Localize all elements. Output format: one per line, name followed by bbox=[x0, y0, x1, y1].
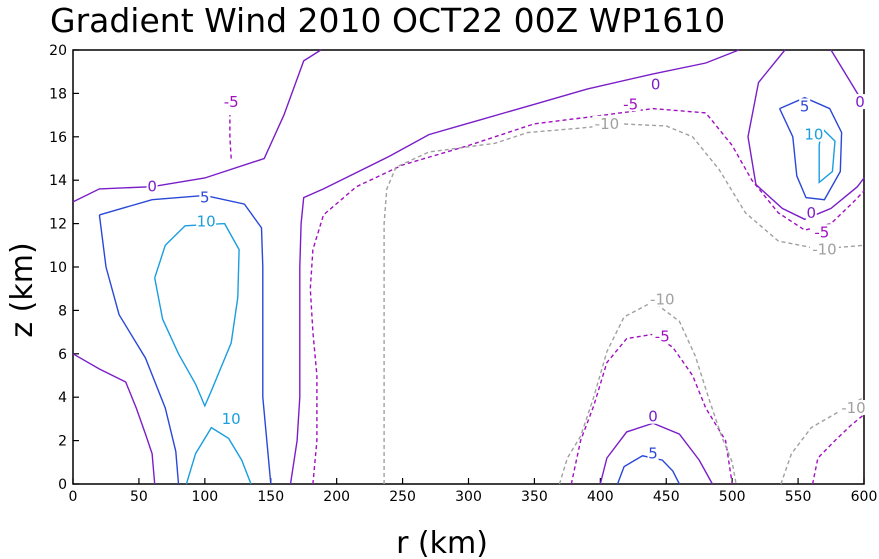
contour-label-bg bbox=[650, 76, 662, 92]
contour-line-level-5 bbox=[778, 96, 843, 201]
contour-label-bg bbox=[647, 291, 677, 307]
contour-line-level-neg5 bbox=[811, 414, 865, 485]
contour-label-bg bbox=[652, 328, 673, 344]
contour-label-bg bbox=[221, 410, 242, 426]
y-tick-label: 12 bbox=[49, 217, 67, 233]
plot-frame bbox=[72, 49, 865, 485]
contour-label: 0 bbox=[855, 93, 865, 111]
y-tick-label: 18 bbox=[49, 86, 67, 102]
contour-label: -10 bbox=[595, 115, 620, 133]
contour-line-level-neg5 bbox=[229, 115, 232, 159]
contour-label: -5 bbox=[814, 223, 829, 241]
contour-label: -10 bbox=[841, 399, 866, 417]
y-tick-label: 6 bbox=[58, 347, 67, 363]
x-tick-label: 250 bbox=[389, 489, 416, 505]
contour-label: 5 bbox=[648, 445, 658, 463]
contour-label-bg bbox=[196, 213, 217, 229]
contour-label-bg bbox=[592, 115, 622, 131]
x-tick-label: 550 bbox=[785, 489, 812, 505]
contour-label: 10 bbox=[197, 212, 216, 230]
y-tick-label: 14 bbox=[49, 173, 67, 189]
contour-line-level-5 bbox=[99, 194, 272, 485]
y-tick-label: 8 bbox=[58, 303, 67, 319]
contour-line-level-5 bbox=[98, 214, 180, 485]
y-tick-label: 16 bbox=[49, 130, 67, 146]
chart-title: Gradient Wind 2010 OCT22 00Z WP1610 bbox=[50, 1, 725, 40]
contour-line-level-10 bbox=[154, 222, 240, 408]
contour-label-bg bbox=[854, 94, 866, 110]
contour-label: 10 bbox=[804, 126, 823, 144]
y-axis-label: z (km) bbox=[5, 242, 40, 337]
contour-label-bg bbox=[803, 126, 824, 142]
y-tick-label: 2 bbox=[58, 434, 67, 450]
contour-label-bg bbox=[199, 189, 211, 205]
contour-label: 0 bbox=[806, 204, 816, 222]
y-axis-ticks: 0 2 4 6 8 10 12 14 16 18 20 bbox=[49, 43, 79, 493]
contour-line-level-0 bbox=[289, 49, 740, 485]
contour-line-level-neg10 bbox=[383, 123, 865, 484]
contour-line-level-neg5 bbox=[309, 107, 865, 485]
contour-line-level-10 bbox=[185, 426, 252, 485]
contour-label: 0 bbox=[651, 76, 661, 94]
contour-label: 5 bbox=[800, 97, 810, 115]
contour-label: -10 bbox=[650, 291, 675, 309]
x-tick-label: 300 bbox=[455, 489, 482, 505]
contour-label-bg bbox=[809, 241, 839, 257]
x-axis-ticks: 0 50 100 150 200 250 300 350 400 450 500 550 600 bbox=[69, 478, 878, 505]
contour-label-bg bbox=[811, 224, 832, 240]
x-axis-label: r (km) bbox=[396, 526, 488, 559]
x-tick-label: 50 bbox=[130, 489, 148, 505]
x-tick-label: 350 bbox=[521, 489, 548, 505]
contour-label-bg bbox=[221, 94, 242, 110]
contour-label-bg bbox=[620, 96, 641, 112]
x-tick-label: 0 bbox=[69, 489, 78, 505]
contour-label: 0 bbox=[147, 178, 157, 196]
x-tick-label: 100 bbox=[191, 489, 218, 505]
contour-label: 5 bbox=[200, 189, 210, 207]
contour-label: -5 bbox=[655, 327, 670, 345]
y-tick-label: 4 bbox=[58, 390, 67, 406]
contour-line-level-0 bbox=[747, 49, 865, 221]
contour-label-bg bbox=[805, 204, 817, 220]
contour-lines bbox=[72, 49, 865, 485]
y-tick-label: 10 bbox=[49, 260, 67, 276]
contour-line-level-0 bbox=[72, 49, 322, 203]
y-tick-label: 0 bbox=[58, 477, 67, 493]
contour-label-bg bbox=[146, 178, 158, 194]
x-tick-label: 600 bbox=[851, 489, 878, 505]
x-tick-label: 400 bbox=[587, 489, 614, 505]
contour-label: -10 bbox=[812, 241, 837, 259]
x-tick-label: 200 bbox=[323, 489, 350, 505]
contour-label-bg bbox=[647, 445, 659, 461]
contour-label-bg bbox=[838, 400, 868, 416]
contour-label-bg bbox=[799, 98, 811, 114]
contour-line-level-0 bbox=[72, 353, 156, 485]
x-tick-label: 450 bbox=[653, 489, 680, 505]
contour-label: 0 bbox=[648, 408, 658, 426]
x-tick-label: 150 bbox=[257, 489, 284, 505]
contour-label: -5 bbox=[623, 95, 638, 113]
contour-label-bg bbox=[647, 408, 659, 424]
y-tick-label: 20 bbox=[49, 43, 67, 59]
contour-label: -5 bbox=[224, 93, 239, 111]
x-tick-label: 500 bbox=[719, 489, 746, 505]
contour-label: 10 bbox=[222, 410, 241, 428]
